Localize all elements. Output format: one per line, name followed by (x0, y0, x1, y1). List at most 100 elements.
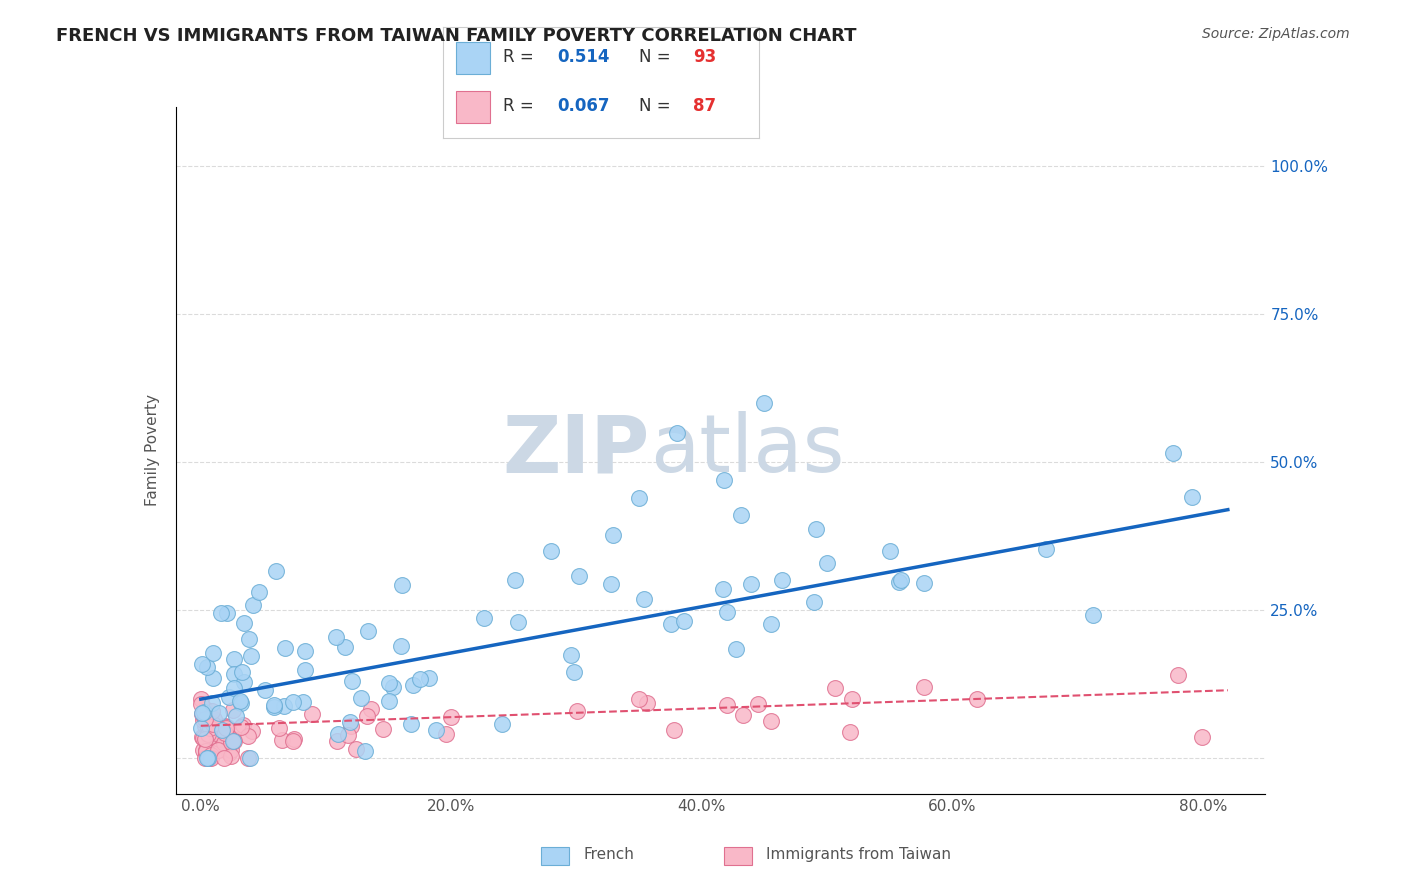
Point (222, 666, 245, 681)
Point (194, 751, 217, 765)
Point (350, 691, 373, 706)
Point (1035, 541, 1057, 556)
Text: R =: R = (503, 48, 538, 66)
Point (283, 732, 305, 747)
Point (211, 723, 233, 738)
Point (195, 751, 218, 765)
Point (263, 700, 285, 714)
Point (804, 522, 827, 536)
Point (208, 732, 231, 747)
Point (772, 573, 794, 587)
Point (190, 697, 212, 711)
Point (233, 616, 256, 631)
Point (326, 734, 349, 748)
Point (503, 573, 526, 587)
Point (190, 731, 212, 745)
Point (197, 721, 219, 735)
Point (633, 591, 655, 606)
Point (218, 747, 240, 761)
Point (291, 695, 314, 709)
Point (240, 649, 263, 664)
Point (730, 508, 752, 522)
Point (194, 747, 217, 761)
Point (194, 719, 217, 733)
Point (401, 678, 423, 692)
Point (232, 718, 254, 732)
Point (713, 473, 735, 487)
Point (1161, 446, 1184, 460)
Point (222, 732, 245, 747)
Point (231, 665, 253, 679)
Point (214, 719, 236, 733)
Point (200, 704, 222, 718)
Point (283, 695, 305, 709)
Point (197, 727, 219, 741)
Point (356, 709, 378, 723)
Point (190, 657, 212, 672)
Point (378, 694, 401, 708)
Point (759, 714, 782, 728)
Point (222, 734, 245, 748)
Point (209, 720, 232, 734)
Text: ZIP: ZIP (502, 411, 650, 490)
Point (194, 712, 217, 726)
Point (628, 692, 651, 706)
Point (194, 743, 217, 757)
Point (222, 703, 245, 717)
Point (239, 751, 262, 765)
Point (731, 707, 754, 722)
Point (301, 707, 323, 722)
Point (409, 672, 432, 686)
Point (191, 731, 214, 745)
Point (202, 646, 225, 660)
Point (716, 605, 738, 619)
Point (354, 744, 377, 758)
Point (440, 710, 463, 724)
Point (434, 726, 457, 740)
Point (360, 702, 382, 716)
Point (659, 616, 682, 631)
Point (195, 731, 218, 745)
Point (665, 425, 688, 440)
Point (195, 733, 218, 747)
Text: atlas: atlas (650, 411, 844, 490)
Text: N =: N = (640, 97, 676, 115)
Point (215, 606, 238, 620)
Point (225, 709, 247, 723)
Point (725, 642, 748, 657)
Point (371, 722, 394, 736)
Point (326, 727, 349, 741)
Point (602, 528, 624, 542)
Point (219, 749, 242, 764)
Point (565, 704, 588, 718)
Point (357, 624, 380, 639)
Point (815, 556, 838, 570)
Point (190, 722, 212, 736)
Point (560, 648, 582, 662)
Point (222, 652, 245, 666)
Point (747, 697, 769, 711)
Text: R =: R = (503, 97, 538, 115)
Point (841, 692, 863, 706)
Point (325, 630, 347, 644)
Point (337, 728, 360, 742)
Point (247, 584, 270, 599)
FancyBboxPatch shape (456, 42, 491, 74)
Point (1167, 668, 1189, 682)
Point (219, 735, 242, 749)
Point (263, 698, 285, 712)
Point (190, 706, 212, 720)
Point (1081, 607, 1104, 622)
Point (824, 681, 846, 696)
Point (197, 750, 219, 764)
Point (193, 714, 215, 728)
Text: 87: 87 (693, 97, 716, 115)
Text: French: French (583, 847, 634, 862)
Point (191, 707, 214, 722)
Point (879, 544, 901, 558)
Point (339, 714, 361, 729)
Point (242, 598, 264, 612)
Point (425, 723, 447, 737)
Point (418, 671, 440, 685)
Point (207, 743, 229, 757)
